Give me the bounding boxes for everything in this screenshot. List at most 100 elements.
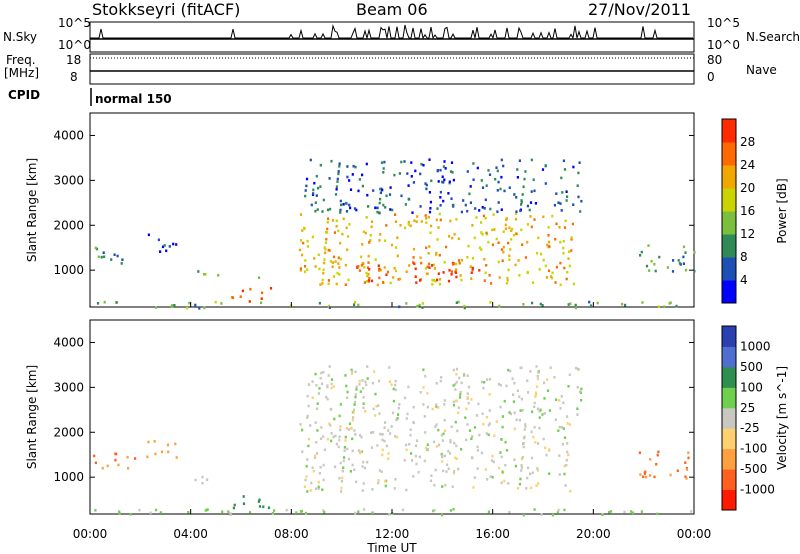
scatter-cell [526,476,529,480]
scatter-cell [159,250,162,253]
scatter-cell [351,370,354,373]
scatter-cell [532,281,535,284]
scatter-cell [578,390,582,393]
scatter-cell [416,215,419,218]
scatter-cell [548,472,551,475]
scatter-cell [349,470,352,473]
scatter-cell [534,202,537,205]
scatter-cell [408,443,411,446]
scatter-cell [397,278,400,281]
scatter-cell [452,507,455,511]
scatter-cell [317,253,320,257]
scatter-cell [312,188,315,192]
scatter-cell [442,271,445,274]
scatter-cell [101,466,104,470]
scatter-cell [149,511,152,515]
scatter-cell [497,260,500,264]
scatter-cell [341,232,344,236]
scatter-cell [557,201,560,204]
scatter-cell [384,479,387,483]
scatter-cell [383,160,386,164]
scatter-cell [441,485,444,488]
scatter-cell [440,376,443,379]
scatter-cell [443,160,446,163]
scatter-cell [403,160,406,163]
scatter-cell [329,424,332,427]
scatter-cell [405,270,408,273]
scatter-cell [365,280,368,283]
scatter-cell [508,254,511,258]
scatter-cell [322,478,325,482]
scatter-cell [535,385,539,388]
scatter-cell [533,189,536,193]
scatter-cell [669,301,672,305]
scatter-cell [520,228,523,232]
scatter-cell [361,489,364,492]
scatter-cell [357,265,360,268]
scatter-cell [314,487,318,490]
scatter-cell [456,429,459,433]
scatter-cell [339,425,342,428]
scatter-cell [309,424,312,427]
scatter-cell [684,268,688,272]
scatter-cell [413,219,416,222]
scatter-cell [485,231,488,235]
scatter-cell [526,240,529,244]
scatter-cell [500,158,503,162]
freq-tick-high: 18 [66,53,82,67]
scatter-cell [249,287,252,291]
scatter-cell [650,259,653,263]
scatter-cell [566,450,569,454]
scatter-cell [241,289,244,293]
scatter-cell [347,457,351,461]
velocity-heatmap [93,365,693,517]
scatter-cell [639,254,642,257]
scatter-cell [464,203,467,207]
colorbar-swatch [722,280,736,304]
scatter-cell [487,433,490,437]
scatter-cell [153,440,156,443]
scatter-cell [500,175,503,179]
scatter-cell [440,513,444,517]
scatter-cell [429,479,432,483]
scatter-cell [509,412,512,416]
scatter-cell [480,451,483,455]
scatter-cell [406,172,409,175]
scatter-cell [363,281,366,284]
scatter-cell [315,441,318,444]
scatter-cell [449,440,452,444]
scatter-cell [488,378,492,381]
scatter-cell [564,219,567,223]
scatter-cell [355,208,358,212]
scatter-cell [557,508,560,512]
scatter-cell [542,437,545,441]
scatter-cell [516,168,519,171]
scatter-cell [546,389,550,392]
scatter-cell [366,365,369,368]
scatter-cell [522,303,525,306]
scatter-cell [371,381,374,385]
scatter-cell [351,173,354,176]
scatter-cell [363,265,366,269]
scatter-cell [94,461,97,465]
y-tick-label: 2000 [53,218,84,232]
scatter-cell [339,403,342,406]
scatter-cell [640,250,643,254]
scatter-cell [157,238,160,242]
scatter-cell [405,302,408,305]
scatter-cell [442,199,445,203]
scatter-cell [115,452,118,456]
scatter-cell [559,283,562,287]
scatter-cell [171,304,174,307]
nsky-label: N.Sky [3,30,38,44]
scatter-cell [526,270,529,274]
scatter-cell [412,405,415,409]
scatter-cell [431,407,434,411]
colorbar-frame [721,118,737,304]
scatter-cell [404,396,407,400]
scatter-cell [524,425,527,428]
scatter-cell [338,435,341,438]
scatter-cell [299,267,302,270]
scatter-cell [379,233,382,236]
scatter-cell [443,403,446,406]
